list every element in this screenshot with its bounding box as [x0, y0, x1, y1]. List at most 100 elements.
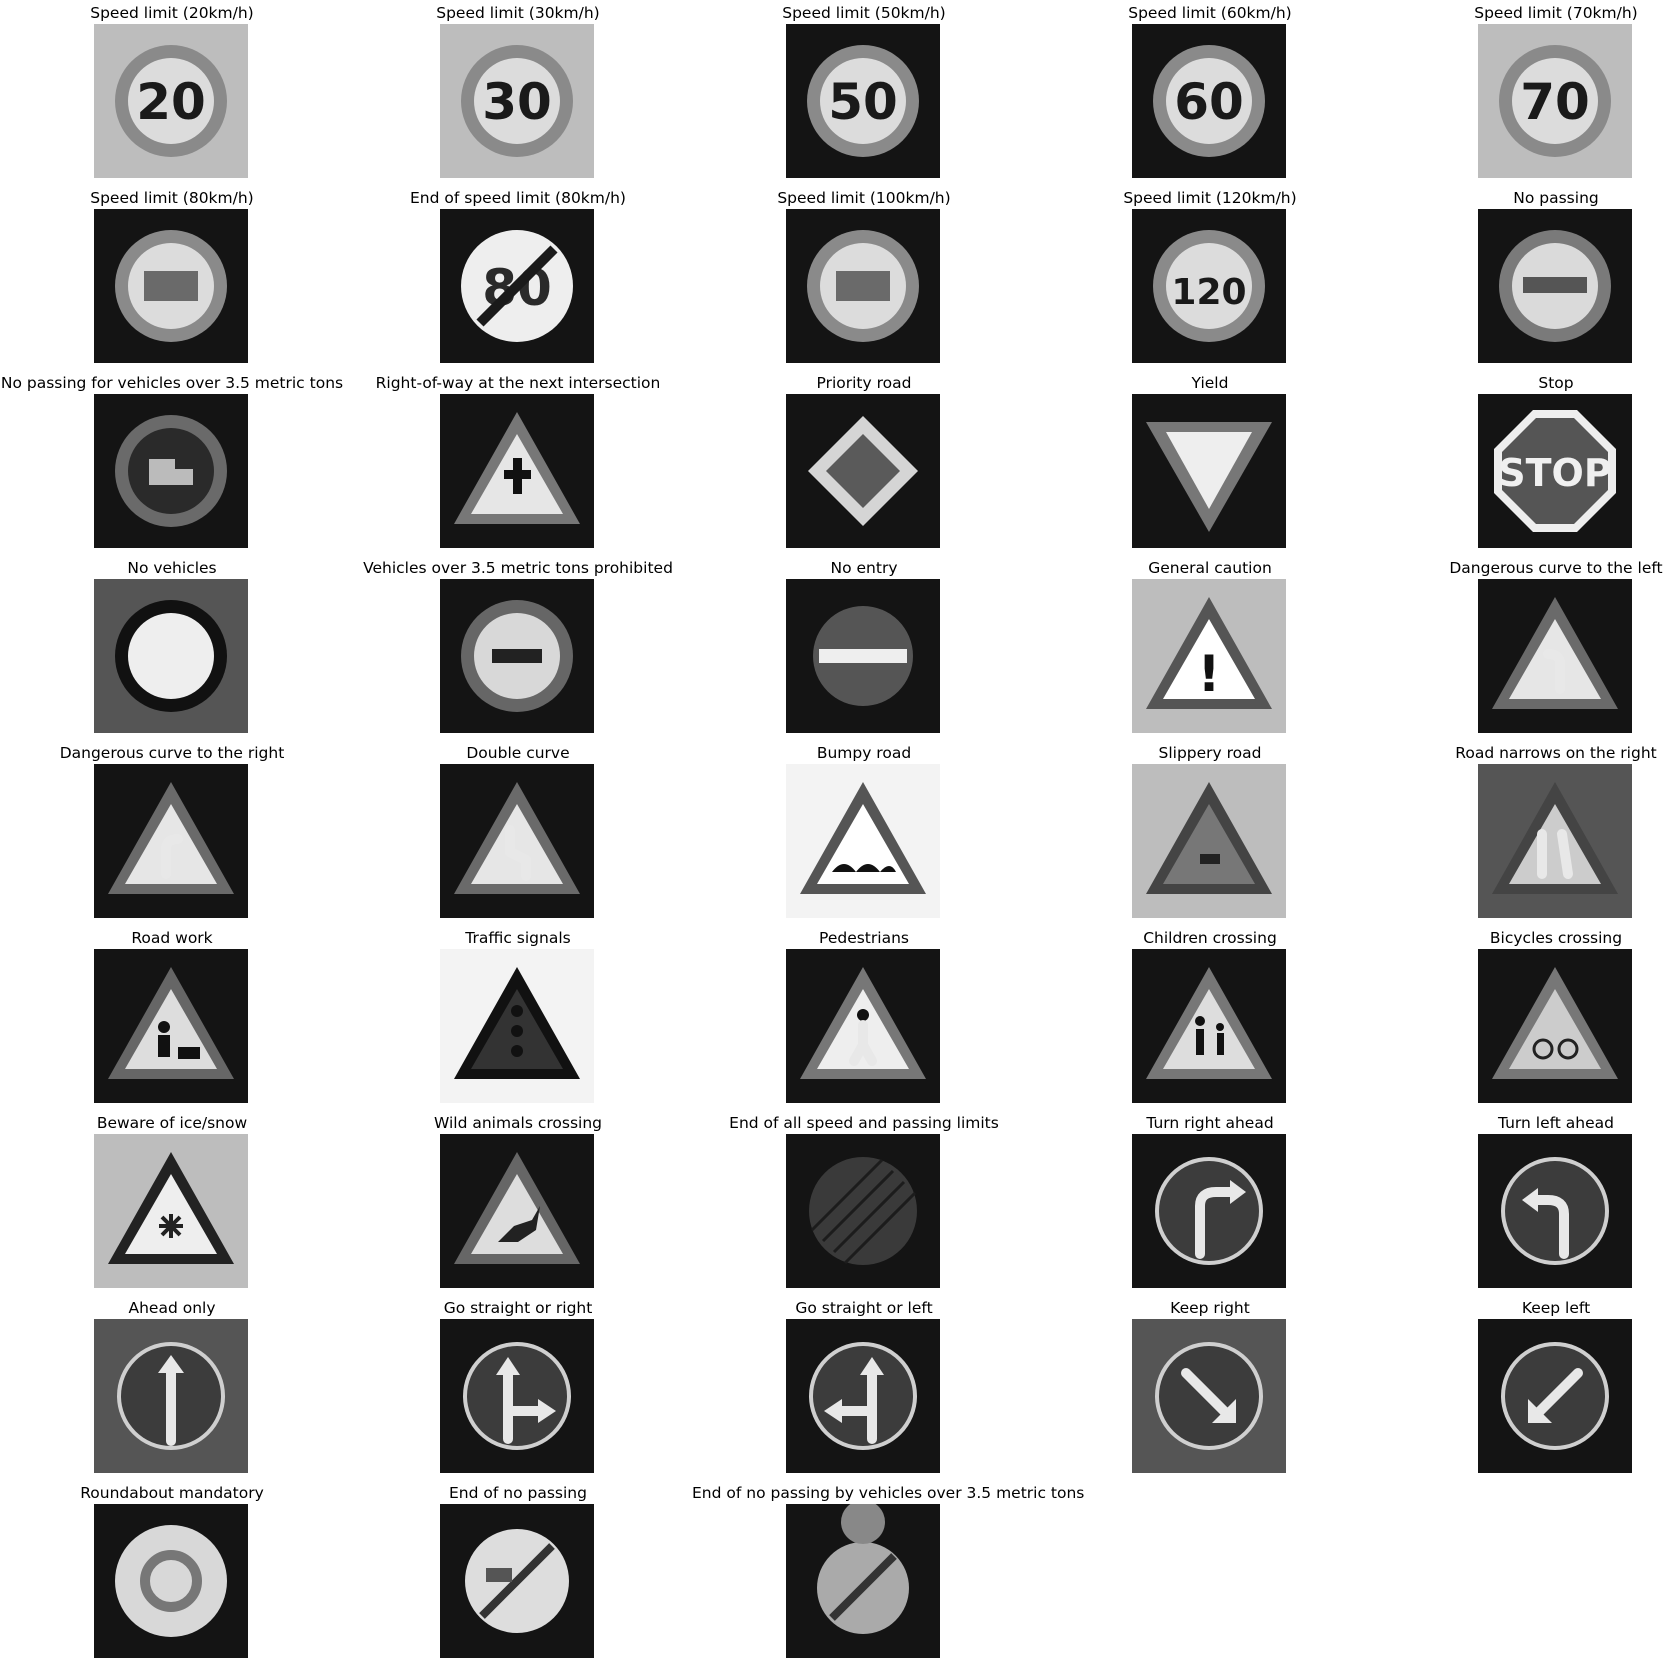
sign-panel: Children crossing: [1038, 927, 1382, 1107]
sign-number: 50: [828, 73, 898, 131]
sign-panel: End of no passing: [346, 1482, 690, 1662]
no-entry-sign-icon: [786, 579, 940, 733]
sign-panel: No passing: [1384, 187, 1670, 367]
no-passing-sign-icon: [1478, 209, 1632, 363]
bicycles-crossing-sign-icon: [1478, 949, 1632, 1103]
speed-limit-sign-icon: 70: [1478, 24, 1632, 178]
sign-panel: End of speed limit (80km/h) 80: [346, 187, 690, 367]
sign-panel: Keep left: [1384, 1297, 1670, 1477]
sign-word: STOP: [1498, 451, 1611, 495]
roundabout-sign-icon: [94, 1504, 248, 1658]
panel-title: Beware of ice/snow: [96, 1114, 248, 1132]
trucks-prohibited-sign-icon: [440, 579, 594, 733]
panel-title: End of no passing: [449, 1484, 587, 1502]
wild-animals-sign-icon: [440, 1134, 594, 1288]
end-no-passing-sign-icon: [440, 1504, 594, 1658]
panel-title: Wild animals crossing: [433, 1114, 603, 1132]
end-all-limits-sign-icon: [786, 1134, 940, 1288]
panel-title: Speed limit (80km/h): [90, 189, 254, 207]
sign-panel: Road work: [0, 927, 344, 1107]
sign-panel: Vehicles over 3.5 metric tons prohibited: [346, 557, 690, 737]
panel-title: Roundabout mandatory: [80, 1484, 264, 1502]
panel-title: Keep left: [1521, 1299, 1591, 1317]
sign-panel: Road narrows on the right: [1384, 742, 1670, 922]
panel-title: Vehicles over 3.5 metric tons prohibited: [363, 559, 673, 577]
sign-panel: Speed limit (30km/h) 30: [346, 2, 690, 182]
no-passing-trucks-sign-icon: [94, 394, 248, 548]
speed-limit-sign-icon: [786, 209, 940, 363]
sign-panel: Go straight or left: [692, 1297, 1036, 1477]
sign-panel: Speed limit (100km/h): [692, 187, 1036, 367]
priority-road-sign-icon: [786, 394, 940, 548]
road-work-sign-icon: [94, 949, 248, 1103]
sign-panel: Bumpy road: [692, 742, 1036, 922]
speed-limit-sign-icon: 50: [786, 24, 940, 178]
straight-or-right-sign-icon: [440, 1319, 594, 1473]
speed-limit-sign-icon: [94, 209, 248, 363]
sign-panel: Pedestrians: [692, 927, 1036, 1107]
panel-title: Slippery road: [1158, 744, 1262, 762]
pedestrians-sign-icon: [786, 949, 940, 1103]
slippery-road-sign-icon: [1132, 764, 1286, 918]
sign-panel: Double curve: [346, 742, 690, 922]
curve-left-sign-icon: [1478, 579, 1632, 733]
traffic-signals-sign-icon: [440, 949, 594, 1103]
ahead-only-sign-icon: [94, 1319, 248, 1473]
panel-title: No entry: [830, 559, 898, 577]
sign-panel: Right-of-way at the next intersection: [346, 372, 690, 552]
sign-panel: Bicycles crossing: [1384, 927, 1670, 1107]
sign-panel: End of all speed and passing limits: [692, 1112, 1036, 1292]
sign-panel: Speed limit (50km/h) 50: [692, 2, 1036, 182]
sign-panel: Priority road: [692, 372, 1036, 552]
panel-title: Yield: [1191, 374, 1229, 392]
panel-title: Road narrows on the right: [1455, 744, 1657, 762]
yield-sign-icon: [1132, 394, 1286, 548]
sign-panel: Go straight or right: [346, 1297, 690, 1477]
panel-title: Children crossing: [1143, 929, 1277, 947]
panel-title: Speed limit (70km/h): [1474, 4, 1638, 22]
panel-title: Turn left ahead: [1497, 1114, 1614, 1132]
sign-panel: Dangerous curve to the left: [1384, 557, 1670, 737]
sign-panel: Traffic signals: [346, 927, 690, 1107]
sign-panel: Speed limit (70km/h) 70: [1384, 2, 1670, 182]
turn-left-ahead-sign-icon: [1478, 1134, 1632, 1288]
sign-panel: Wild animals crossing: [346, 1112, 690, 1292]
panel-title: General caution: [1148, 559, 1272, 577]
panel-title: Double curve: [466, 744, 570, 762]
sign-number: 70: [1520, 73, 1590, 131]
panel-title: Road work: [131, 929, 213, 947]
panel-title: No passing: [1513, 189, 1599, 207]
panel-title: Go straight or right: [443, 1299, 593, 1317]
stop-sign-icon: STOP: [1478, 394, 1632, 548]
sign-panel: End of no passing by vehicles over 3.5 m…: [692, 1482, 1084, 1662]
speed-limit-sign-icon: 60: [1132, 24, 1286, 178]
panel-title: Ahead only: [128, 1299, 216, 1317]
sign-number: 20: [136, 73, 206, 131]
panel-title: Speed limit (120km/h): [1123, 189, 1297, 207]
sign-panel: Speed limit (80km/h): [0, 187, 344, 367]
sign-panel: No passing for vehicles over 3.5 metric …: [0, 372, 344, 552]
right-of-way-sign-icon: [440, 394, 594, 548]
sign-symbol: !: [1198, 645, 1221, 703]
keep-left-sign-icon: [1478, 1319, 1632, 1473]
curve-right-sign-icon: [94, 764, 248, 918]
panel-title: Bumpy road: [816, 744, 912, 762]
panel-title: Speed limit (20km/h): [90, 4, 254, 22]
sign-panel: Keep right: [1038, 1297, 1382, 1477]
sign-panel: Beware of ice/snow: [0, 1112, 344, 1292]
sign-number: 120: [1171, 272, 1246, 313]
sign-panel: Turn right ahead: [1038, 1112, 1382, 1292]
sign-number: 60: [1174, 73, 1244, 131]
panel-title: Priority road: [816, 374, 912, 392]
panel-title: Dangerous curve to the right: [59, 744, 285, 762]
turn-right-ahead-sign-icon: [1132, 1134, 1286, 1288]
speed-limit-sign-icon: 20: [94, 24, 248, 178]
speed-limit-sign-icon: 30: [440, 24, 594, 178]
sign-panel: Speed limit (20km/h) 20: [0, 2, 344, 182]
panel-title: No passing for vehicles over 3.5 metric …: [0, 374, 344, 392]
straight-or-left-sign-icon: [786, 1319, 940, 1473]
panel-title: End of all speed and passing limits: [729, 1114, 999, 1132]
sign-panel: Speed limit (120km/h) 120: [1038, 187, 1382, 367]
end-of-speed-limit-sign-icon: 80: [440, 209, 594, 363]
